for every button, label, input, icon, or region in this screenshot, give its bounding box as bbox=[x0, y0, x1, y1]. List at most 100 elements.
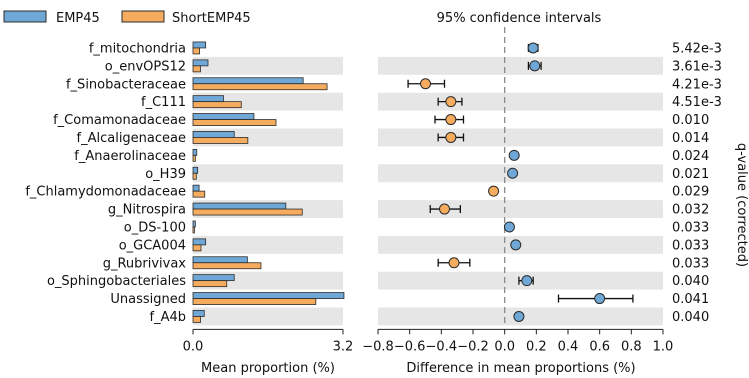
row-stripe bbox=[378, 128, 663, 147]
bar-shortemp45 bbox=[192, 316, 201, 323]
bar-panel: 0.0 3.2 bbox=[183, 41, 354, 354]
q-value-axis-label: q-value (corrected) bbox=[734, 143, 749, 267]
ci-point bbox=[448, 257, 460, 269]
q-value: 0.021 bbox=[672, 167, 709, 182]
bar-emp45 bbox=[192, 148, 198, 156]
category-label: f_Comamonadaceae bbox=[53, 113, 186, 128]
q-value: 4.21e-3 bbox=[672, 77, 722, 92]
ci-point bbox=[445, 96, 457, 108]
row-stripe bbox=[378, 200, 663, 218]
bar-emp45 bbox=[192, 113, 255, 120]
ci-point bbox=[445, 131, 457, 143]
bar-emp45 bbox=[192, 59, 209, 67]
bar-emp45 bbox=[192, 256, 248, 264]
q-value: 0.010 bbox=[672, 113, 709, 128]
bar-panel-xlabel: Mean proportion (%) bbox=[201, 361, 335, 376]
category-label: f_C111 bbox=[141, 95, 186, 110]
bar-shortemp45 bbox=[192, 172, 197, 180]
bar-shortemp45 bbox=[192, 190, 206, 198]
ci-point bbox=[420, 78, 431, 90]
category-label: o_Sphingobacteriales bbox=[47, 274, 186, 289]
bar-x-tick-label: 3.2 bbox=[333, 339, 354, 354]
row-stripe bbox=[193, 164, 343, 183]
bar-shortemp45 bbox=[192, 83, 328, 91]
row-stripe bbox=[193, 235, 343, 254]
ci-point bbox=[594, 293, 606, 305]
q-value: 0.033 bbox=[672, 238, 709, 253]
ci-x-tick-label: −0.2 bbox=[457, 339, 489, 354]
category-label: f_Anaerolinaceae bbox=[74, 149, 186, 164]
q-value: 0.033 bbox=[672, 220, 709, 235]
ci-x-tick-label: 0.8 bbox=[621, 339, 642, 354]
ci-point bbox=[527, 42, 539, 54]
category-label: o_GCA004 bbox=[119, 238, 186, 253]
category-label: g_Rubrivivax bbox=[103, 256, 187, 271]
legend: EMP45 ShortEMP45 bbox=[3, 10, 251, 26]
ci-point bbox=[521, 275, 533, 287]
bar-emp45 bbox=[192, 184, 200, 192]
bar-emp45 bbox=[192, 95, 224, 103]
category-label: f_Chlamydomonadaceae bbox=[25, 185, 186, 200]
ci-point bbox=[503, 221, 515, 233]
ci-x-tick-label: 1.0 bbox=[653, 339, 674, 354]
q-value: 0.041 bbox=[672, 292, 709, 307]
bar-shortemp45 bbox=[192, 298, 317, 305]
bar-emp45 bbox=[192, 77, 304, 85]
row-stripe bbox=[378, 92, 663, 111]
legend-label-shortemp45: ShortEMP45 bbox=[172, 11, 251, 26]
ci-point bbox=[510, 239, 522, 251]
ci-point bbox=[507, 167, 519, 179]
category-label: g_Nitrospira bbox=[108, 203, 186, 218]
ci-x-tick-label: −0.8 bbox=[362, 339, 394, 354]
bar-emp45 bbox=[192, 238, 207, 246]
ci-panel-xlabel: Difference in mean proportions (%) bbox=[406, 361, 635, 376]
ci-point bbox=[508, 149, 520, 161]
ci-x-tick-label: 0.2 bbox=[526, 339, 547, 354]
category-label: f_mitochondria bbox=[89, 41, 186, 56]
bar-emp45 bbox=[192, 310, 205, 317]
bar-shortemp45 bbox=[192, 47, 200, 55]
q-value: 0.014 bbox=[672, 131, 709, 146]
legend-swatch-emp45 bbox=[3, 10, 47, 23]
q-value: 3.61e-3 bbox=[672, 59, 722, 74]
bar-emp45 bbox=[192, 41, 207, 49]
stripes-layer bbox=[193, 56, 663, 326]
ci-x-tick-label: 0.4 bbox=[558, 339, 579, 354]
bar-emp45 bbox=[192, 292, 345, 299]
q-value: 0.033 bbox=[672, 256, 709, 271]
ci-point bbox=[488, 185, 500, 197]
bar-emp45 bbox=[192, 131, 235, 138]
row-stripe bbox=[193, 307, 343, 326]
category-label: f_A4b bbox=[150, 310, 187, 325]
q-value: 4.51e-3 bbox=[672, 95, 722, 110]
ci-x-tick-label: −0.6 bbox=[394, 339, 426, 354]
q-value: 0.024 bbox=[672, 149, 709, 164]
bar-shortemp45 bbox=[192, 154, 196, 162]
bar-shortemp45 bbox=[192, 280, 228, 288]
bar-shortemp45 bbox=[192, 262, 262, 270]
category-label: f_Sinobacteraceae bbox=[66, 77, 186, 92]
category-label: o_envOPS12 bbox=[105, 59, 186, 74]
q-value: 0.032 bbox=[672, 203, 709, 218]
bar-shortemp45 bbox=[192, 226, 195, 234]
row-stripe bbox=[378, 56, 663, 75]
category-label: Unassigned bbox=[110, 292, 186, 307]
bar-shortemp45 bbox=[192, 244, 202, 252]
legend-label-emp45: EMP45 bbox=[56, 11, 100, 26]
q-value-labels: 5.42e-3 3.61e-3 4.21e-3 4.51e-3 0.010 0.014 0.… bbox=[672, 41, 722, 325]
ci-point bbox=[513, 310, 525, 322]
bar-shortemp45 bbox=[192, 65, 201, 73]
q-value: 5.42e-3 bbox=[672, 41, 722, 56]
bar-emp45 bbox=[192, 166, 199, 174]
category-label: f_Alcaligenaceae bbox=[77, 131, 186, 146]
bar-emp45 bbox=[192, 274, 235, 282]
ci-x-tick-label: −0.4 bbox=[426, 339, 458, 354]
q-value: 0.040 bbox=[672, 310, 709, 325]
category-labels: f_mitochondria o_envOPS12 f_Sinobacteracea… bbox=[25, 41, 186, 325]
ci-point bbox=[445, 114, 457, 126]
ci-x-tick-label: 0.0 bbox=[494, 339, 515, 354]
q-value: 0.040 bbox=[672, 274, 709, 289]
row-stripe bbox=[193, 56, 343, 75]
ci-point bbox=[529, 60, 541, 72]
